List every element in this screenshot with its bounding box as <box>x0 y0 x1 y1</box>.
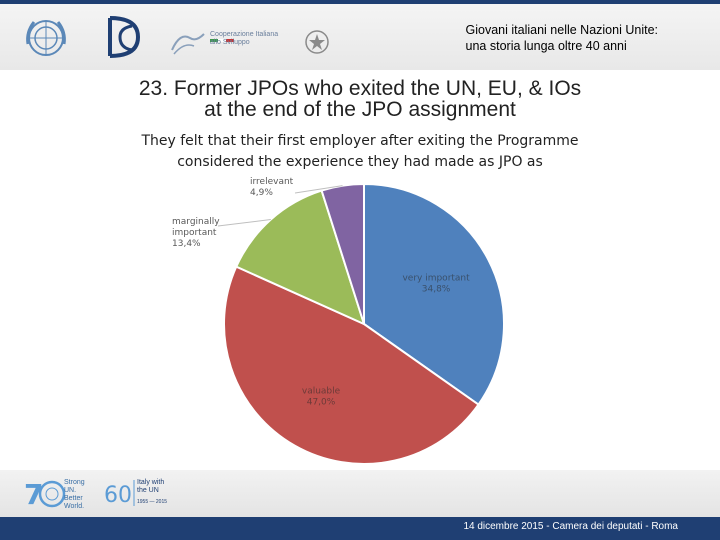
slide-subtitle-line1: They felt that their first employer afte… <box>141 133 579 149</box>
pie-category-label: valuable <box>302 386 341 396</box>
pie-leader-line <box>294 185 343 194</box>
un70-logo-text: Strong UN. Better World. <box>64 479 85 510</box>
slide-subtitle: They felt that their first employer afte… <box>0 131 720 173</box>
slide-title-line2: at the end of the JPO assignment <box>204 98 516 121</box>
slide-title: 23. Former JPOs who exited the UN, EU, &… <box>0 78 720 120</box>
pie-value-label: 4,9% <box>250 188 273 198</box>
header-title: Giovani italiani nelle Nazioni Unite: un… <box>466 22 658 54</box>
slide-subtitle-line2: considered the experience they had made … <box>177 154 543 170</box>
footer-bar <box>0 517 720 540</box>
italy-un60-logo-text: Italy with the UN 1955 — 2015 <box>137 479 168 505</box>
footer-band <box>0 470 720 517</box>
pie-category-label: very important <box>402 274 470 284</box>
pie-value-label: 13,4% <box>172 239 201 249</box>
pie-category-label: important <box>172 228 217 238</box>
pie-slice-valuable <box>223 265 480 465</box>
pie-slice-very-important <box>363 182 505 407</box>
top-strip <box>0 0 720 4</box>
cooperazione-logo-text: Cooperazione Italiana allo Sviluppo <box>210 31 279 46</box>
svg-text:60: 60 <box>104 483 132 508</box>
header-title-line2: una storia lunga oltre 40 anni <box>465 39 627 53</box>
dc-logo <box>108 16 141 58</box>
pie-category-label: marginally <box>172 217 220 227</box>
italian-emblem-logo <box>305 30 329 54</box>
un-logo <box>26 20 66 56</box>
svg-text:7: 7 <box>24 478 43 510</box>
pie-value-label: 47,0% <box>307 397 336 407</box>
pie-value-label: 34,8% <box>422 285 451 295</box>
un70-logo: 7 <box>24 478 66 510</box>
pie-leader-line <box>217 219 271 227</box>
cooperazione-logo <box>171 33 234 55</box>
slide-title-line1: 23. Former JPOs who exited the UN, EU, &… <box>138 77 582 100</box>
pie-category-label: irrelevant <box>250 177 294 187</box>
italy-un60-logo: 60 <box>104 480 135 508</box>
footer-text: 14 dicembre 2015 - Camera dei deputati -… <box>463 521 678 532</box>
header-title-line1: Giovani italiani nelle Nazioni Unite: <box>465 23 658 37</box>
